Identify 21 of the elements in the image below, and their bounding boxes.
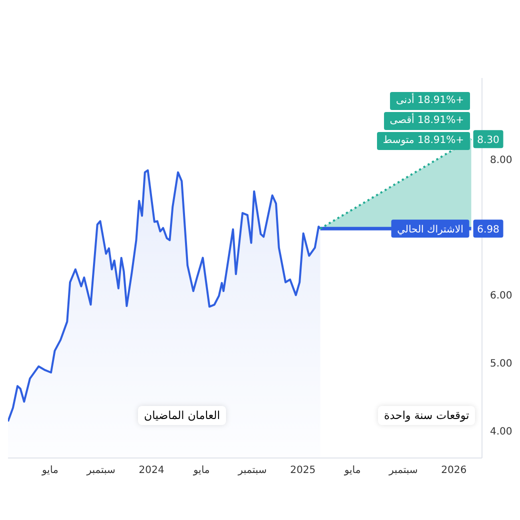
annotation: +18.91% متوسط xyxy=(376,132,470,150)
y-tick-label: 6.00 xyxy=(490,290,512,302)
annotation: توقعات سنة واحدة xyxy=(378,406,476,425)
annotation: العامان الماضيان xyxy=(138,406,226,425)
annotation: +18.91% أقصى xyxy=(384,112,470,130)
annotation: +18.91% أدنى xyxy=(390,92,470,110)
y-tick-label: 4.00 xyxy=(490,426,512,438)
x-tick-label: مايو xyxy=(41,465,58,476)
x-tick-label: 2024 xyxy=(138,465,164,476)
x-tick-label: 2026 xyxy=(441,465,467,476)
data-label: 8.30 xyxy=(477,135,500,146)
x-tick-label: مايو xyxy=(343,465,361,476)
y-tick-label: 5.00 xyxy=(490,358,512,370)
legend-label: الاشتراك الحالي xyxy=(397,224,464,236)
x-tick-label: سبتمبر xyxy=(388,465,418,476)
x-tick-label: سبتمبر xyxy=(237,465,267,476)
data-label: 6.98 xyxy=(477,224,500,236)
x-tick-label: مايو xyxy=(192,465,210,476)
x-tick-label: سبتمبر xyxy=(86,465,116,476)
y-tick-label: 8.00 xyxy=(490,154,512,166)
x-tick-label: 2025 xyxy=(290,465,316,476)
